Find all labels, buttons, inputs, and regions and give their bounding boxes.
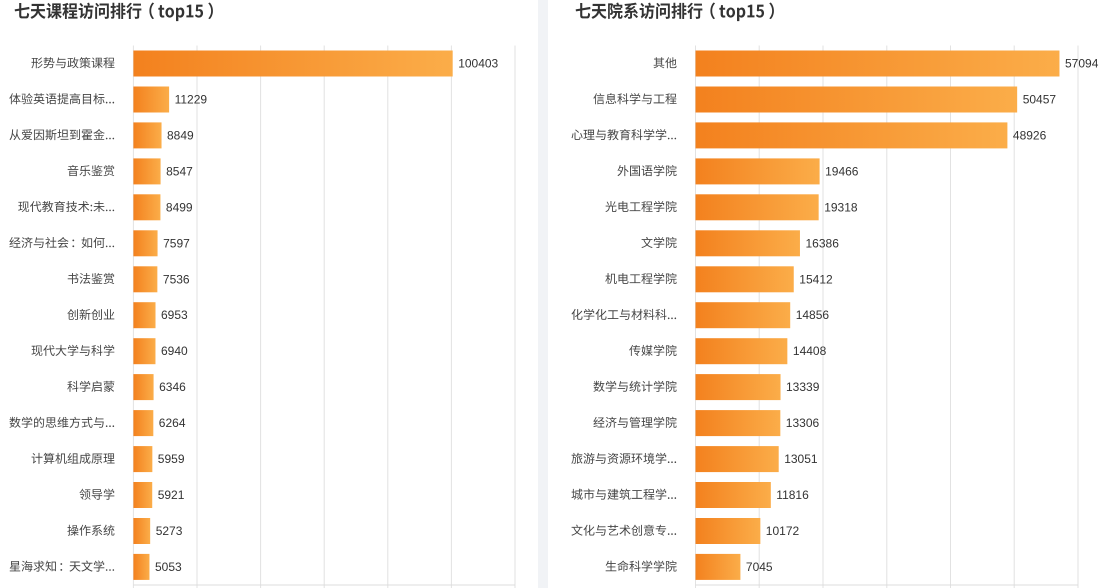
svg-text:16386: 16386: [806, 236, 840, 250]
svg-text:6940: 6940: [161, 344, 188, 358]
svg-text:5921: 5921: [158, 488, 185, 502]
svg-text:14408: 14408: [793, 344, 827, 358]
svg-text:11229: 11229: [175, 93, 208, 107]
svg-text:10172: 10172: [766, 524, 800, 538]
svg-text:57094: 57094: [1065, 57, 1099, 71]
svg-text:6953: 6953: [161, 308, 188, 322]
svg-text:13339: 13339: [786, 380, 820, 394]
svg-text:13306: 13306: [786, 416, 820, 430]
svg-text:48926: 48926: [1013, 128, 1047, 142]
svg-text:7536: 7536: [163, 272, 190, 286]
svg-text:15412: 15412: [799, 272, 833, 286]
svg-text:11816: 11816: [776, 488, 809, 502]
svg-text:7597: 7597: [163, 236, 190, 250]
svg-text:50457: 50457: [1023, 93, 1057, 107]
svg-text:6346: 6346: [159, 380, 186, 394]
svg-text:8849: 8849: [167, 128, 194, 142]
svg-text:100403: 100403: [458, 57, 498, 71]
svg-text:14856: 14856: [796, 308, 830, 322]
svg-text:19466: 19466: [825, 164, 859, 178]
svg-text:6264: 6264: [159, 416, 186, 430]
svg-text:5273: 5273: [156, 524, 183, 538]
svg-text:13051: 13051: [784, 452, 818, 466]
svg-text:5959: 5959: [158, 452, 185, 466]
svg-text:8547: 8547: [166, 164, 193, 178]
svg-text:8499: 8499: [166, 200, 193, 214]
svg-text:19318: 19318: [824, 200, 858, 214]
svg-text:5053: 5053: [155, 560, 182, 574]
svg-text:7045: 7045: [746, 560, 773, 574]
